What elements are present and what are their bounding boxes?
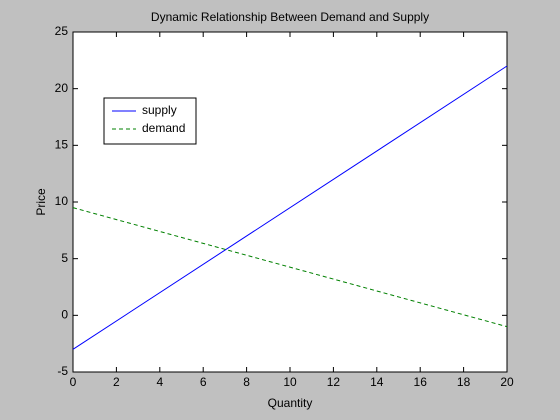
legend-box bbox=[103, 97, 197, 145]
chart-title: Dynamic Relationship Between Demand and … bbox=[151, 10, 429, 24]
series-line bbox=[72, 207, 508, 328]
x-tick-label: 18 bbox=[457, 375, 471, 389]
legend-label: demand bbox=[142, 121, 185, 135]
legend-label: supply bbox=[142, 103, 177, 117]
x-tick-label: 4 bbox=[156, 375, 163, 389]
y-tick-label: 0 bbox=[61, 308, 68, 322]
x-tick-label: 14 bbox=[370, 375, 384, 389]
y-tick-label: 15 bbox=[55, 138, 69, 152]
x-tick-label: 10 bbox=[283, 375, 297, 389]
x-tick-label: 0 bbox=[70, 375, 77, 389]
series-line bbox=[72, 65, 508, 350]
x-tick-label: 20 bbox=[500, 375, 514, 389]
y-tick-label: 10 bbox=[55, 194, 69, 208]
x-tick-label: 6 bbox=[200, 375, 207, 389]
y-tick-label: 5 bbox=[61, 251, 68, 265]
y-tick-label: -5 bbox=[57, 364, 68, 378]
x-tick-label: 8 bbox=[243, 375, 250, 389]
y-axis-label: Price bbox=[34, 188, 48, 216]
plot-area bbox=[72, 31, 508, 373]
x-tick-label: 2 bbox=[113, 375, 120, 389]
y-tick-label: 20 bbox=[55, 81, 69, 95]
y-tick-label: 25 bbox=[55, 24, 69, 38]
x-tick-label: 12 bbox=[327, 375, 341, 389]
x-tick-label: 16 bbox=[414, 375, 428, 389]
x-axis-label: Quantity bbox=[268, 396, 313, 410]
